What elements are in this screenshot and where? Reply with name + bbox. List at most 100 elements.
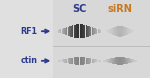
Bar — [106, 59, 107, 62]
Bar — [122, 26, 123, 36]
Bar — [86, 57, 87, 64]
Bar — [81, 57, 82, 65]
Bar — [128, 58, 129, 63]
Bar — [78, 57, 79, 65]
Bar — [95, 28, 96, 34]
Bar — [59, 29, 60, 33]
Bar — [69, 26, 70, 36]
Bar — [85, 25, 86, 37]
Bar — [99, 60, 100, 62]
Bar — [118, 26, 119, 37]
Bar — [77, 24, 78, 38]
Bar — [100, 60, 101, 62]
Bar — [72, 57, 73, 64]
Bar — [109, 59, 110, 63]
Bar — [109, 29, 110, 33]
Bar — [53, 0, 150, 78]
Bar — [65, 28, 66, 35]
Bar — [61, 29, 62, 34]
Bar — [132, 59, 133, 62]
Bar — [75, 25, 76, 38]
Bar — [78, 24, 79, 38]
Bar — [104, 60, 105, 62]
Text: RF1: RF1 — [21, 27, 38, 36]
Bar — [134, 60, 135, 62]
Bar — [72, 25, 73, 37]
Bar — [74, 25, 75, 38]
Bar — [108, 59, 109, 63]
Bar — [133, 30, 134, 32]
Bar — [67, 27, 68, 35]
Text: SC: SC — [72, 4, 87, 14]
Bar — [62, 29, 63, 34]
Bar — [70, 26, 71, 37]
Bar — [88, 58, 89, 64]
Bar — [133, 59, 134, 62]
Bar — [81, 24, 82, 38]
Bar — [135, 60, 136, 62]
Bar — [83, 25, 84, 38]
Bar — [117, 26, 118, 36]
Bar — [83, 57, 84, 65]
Bar — [84, 57, 85, 64]
Bar — [121, 57, 122, 65]
Bar — [89, 58, 90, 64]
Bar — [117, 57, 118, 65]
Bar — [62, 59, 63, 62]
Bar — [113, 58, 114, 64]
Bar — [99, 29, 100, 33]
Bar — [123, 57, 124, 65]
Bar — [88, 26, 89, 37]
Bar — [116, 57, 117, 65]
Bar — [96, 29, 97, 34]
Bar — [126, 58, 127, 64]
Bar — [92, 59, 93, 63]
Bar — [103, 60, 104, 62]
Bar — [98, 29, 99, 33]
Bar — [111, 28, 112, 34]
Bar — [110, 29, 111, 34]
Bar — [93, 59, 94, 63]
Bar — [95, 59, 96, 62]
Bar — [82, 24, 83, 38]
Bar — [119, 57, 120, 65]
Bar — [76, 24, 77, 38]
Bar — [68, 58, 69, 63]
Bar — [97, 29, 98, 34]
Bar — [96, 59, 97, 62]
Bar — [97, 60, 98, 62]
Bar — [82, 57, 83, 65]
Bar — [107, 30, 108, 33]
Bar — [91, 27, 92, 36]
Bar — [124, 27, 125, 36]
Bar — [131, 29, 132, 33]
Bar — [127, 58, 128, 64]
Bar — [98, 60, 99, 62]
Bar — [114, 27, 115, 35]
Bar — [90, 27, 91, 36]
Bar — [107, 59, 108, 62]
Bar — [91, 58, 92, 63]
Bar — [66, 27, 67, 35]
Bar — [69, 58, 70, 64]
Bar — [112, 58, 113, 64]
Bar — [113, 27, 114, 35]
Bar — [60, 29, 61, 33]
Bar — [60, 60, 61, 62]
Bar — [125, 57, 126, 64]
Bar — [79, 24, 80, 38]
Bar — [120, 57, 121, 65]
Bar — [106, 30, 107, 32]
Text: ctin: ctin — [21, 56, 38, 65]
Bar — [93, 28, 94, 35]
Bar — [131, 59, 132, 63]
Bar — [122, 57, 123, 65]
Bar — [63, 59, 64, 62]
Bar — [86, 25, 87, 37]
Bar — [115, 27, 116, 36]
Bar — [118, 57, 119, 65]
Bar — [128, 28, 129, 34]
Bar — [87, 58, 88, 64]
Bar — [130, 59, 131, 63]
Bar — [84, 25, 85, 38]
